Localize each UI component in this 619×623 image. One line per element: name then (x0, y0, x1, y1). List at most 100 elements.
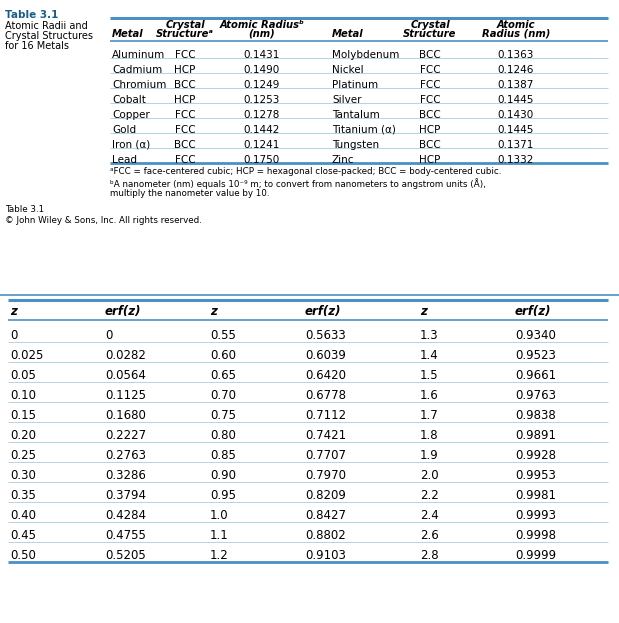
Text: 0.8427: 0.8427 (305, 509, 346, 522)
Text: 0: 0 (10, 329, 17, 342)
Text: 0.0564: 0.0564 (105, 369, 146, 382)
Text: multiply the nanometer value by 10.: multiply the nanometer value by 10. (110, 189, 269, 198)
Text: 0.2763: 0.2763 (105, 449, 146, 462)
Text: 0.5205: 0.5205 (105, 549, 145, 562)
Text: z: z (10, 305, 17, 318)
Text: 0.70: 0.70 (210, 389, 236, 402)
Text: 0.4755: 0.4755 (105, 529, 146, 542)
Text: 0.8209: 0.8209 (305, 489, 346, 502)
Text: 1.7: 1.7 (420, 409, 439, 422)
Text: Cadmium: Cadmium (112, 65, 162, 75)
Text: 0.1253: 0.1253 (244, 95, 280, 105)
Text: FCC: FCC (420, 95, 440, 105)
Text: ᵃFCC = face-centered cubic; HCP = hexagonal close-packed; BCC = body-centered cu: ᵃFCC = face-centered cubic; HCP = hexago… (110, 167, 501, 176)
Text: Structureᵃ: Structureᵃ (156, 29, 214, 39)
Text: Molybdenum: Molybdenum (332, 50, 399, 60)
Text: 0.30: 0.30 (10, 469, 36, 482)
Text: 1.0: 1.0 (210, 509, 228, 522)
Text: 2.2: 2.2 (420, 489, 439, 502)
Text: 0.1249: 0.1249 (244, 80, 280, 90)
Text: Table 3.1: Table 3.1 (5, 10, 58, 20)
Text: 0.9993: 0.9993 (515, 509, 556, 522)
Text: 0: 0 (105, 329, 113, 342)
Text: 0.15: 0.15 (10, 409, 36, 422)
Text: 1.1: 1.1 (210, 529, 229, 542)
Text: (nm): (nm) (249, 29, 275, 39)
Text: 0.9998: 0.9998 (515, 529, 556, 542)
Text: 0.1490: 0.1490 (244, 65, 280, 75)
Text: Nickel: Nickel (332, 65, 363, 75)
Text: 0.4284: 0.4284 (105, 509, 146, 522)
Text: 0.55: 0.55 (210, 329, 236, 342)
Text: 0.90: 0.90 (210, 469, 236, 482)
Text: 0.7707: 0.7707 (305, 449, 346, 462)
Text: 0.2227: 0.2227 (105, 429, 146, 442)
Text: 0.85: 0.85 (210, 449, 236, 462)
Text: 0.1246: 0.1246 (498, 65, 534, 75)
Text: 2.0: 2.0 (420, 469, 439, 482)
Text: HCP: HCP (419, 155, 441, 164)
Text: 0.1442: 0.1442 (244, 125, 280, 135)
Text: 0.1363: 0.1363 (498, 50, 534, 60)
Text: 0.65: 0.65 (210, 369, 236, 382)
Text: HCP: HCP (175, 95, 196, 105)
Text: HCP: HCP (175, 65, 196, 75)
Text: 0.9661: 0.9661 (515, 369, 556, 382)
Text: FCC: FCC (420, 65, 440, 75)
Text: 1.9: 1.9 (420, 449, 439, 462)
Text: z: z (420, 305, 427, 318)
Text: 0.1278: 0.1278 (244, 110, 280, 120)
Text: 0.9763: 0.9763 (515, 389, 556, 402)
Text: Atomic Radiusᵇ: Atomic Radiusᵇ (220, 20, 305, 30)
Text: 0.10: 0.10 (10, 389, 36, 402)
Text: BCC: BCC (174, 140, 196, 150)
Text: 0.8802: 0.8802 (305, 529, 346, 542)
Text: 2.6: 2.6 (420, 529, 439, 542)
Text: ᵇA nanometer (nm) equals 10⁻⁹ m; to convert from nanometers to angstrom units (Å: ᵇA nanometer (nm) equals 10⁻⁹ m; to conv… (110, 178, 486, 189)
Text: FCC: FCC (175, 50, 196, 60)
Text: 0.7970: 0.7970 (305, 469, 346, 482)
Text: 0.7112: 0.7112 (305, 409, 346, 422)
Text: 1.8: 1.8 (420, 429, 439, 442)
Text: 1.5: 1.5 (420, 369, 439, 382)
Text: for 16 Metals: for 16 Metals (5, 41, 69, 51)
Text: 0.3794: 0.3794 (105, 489, 146, 502)
Text: Lead: Lead (112, 155, 137, 164)
Text: BCC: BCC (419, 110, 441, 120)
Text: FCC: FCC (175, 110, 196, 120)
Text: 0.1430: 0.1430 (498, 110, 534, 120)
Text: FCC: FCC (420, 80, 440, 90)
Text: Atomic: Atomic (497, 20, 535, 30)
Text: Metal: Metal (332, 29, 363, 39)
Text: 1.4: 1.4 (420, 349, 439, 362)
Text: 0.20: 0.20 (10, 429, 36, 442)
Text: erf(z): erf(z) (105, 305, 142, 318)
Text: 1.6: 1.6 (420, 389, 439, 402)
Text: 0.35: 0.35 (10, 489, 36, 502)
Text: Aluminum: Aluminum (112, 50, 165, 60)
Text: 0.5633: 0.5633 (305, 329, 346, 342)
Text: 0.50: 0.50 (10, 549, 36, 562)
Text: 0.9891: 0.9891 (515, 429, 556, 442)
Text: 0.0282: 0.0282 (105, 349, 146, 362)
Text: Gold: Gold (112, 125, 136, 135)
Text: Crystal: Crystal (165, 20, 205, 30)
Text: Chromium: Chromium (112, 80, 167, 90)
Text: Iron (α): Iron (α) (112, 140, 150, 150)
Text: erf(z): erf(z) (515, 305, 552, 318)
Text: erf(z): erf(z) (305, 305, 342, 318)
Text: Tungsten: Tungsten (332, 140, 379, 150)
Text: Radius (nm): Radius (nm) (482, 29, 550, 39)
Text: Tantalum: Tantalum (332, 110, 379, 120)
Text: BCC: BCC (419, 50, 441, 60)
Text: Cobalt: Cobalt (112, 95, 146, 105)
Text: 0.9838: 0.9838 (515, 409, 556, 422)
Text: 0.1241: 0.1241 (244, 140, 280, 150)
Text: Table 3.1: Table 3.1 (5, 205, 44, 214)
Text: 0.05: 0.05 (10, 369, 36, 382)
Text: 0.80: 0.80 (210, 429, 236, 442)
Text: BCC: BCC (419, 140, 441, 150)
Text: 0.1125: 0.1125 (105, 389, 146, 402)
Text: Copper: Copper (112, 110, 150, 120)
Text: Structure: Structure (404, 29, 457, 39)
